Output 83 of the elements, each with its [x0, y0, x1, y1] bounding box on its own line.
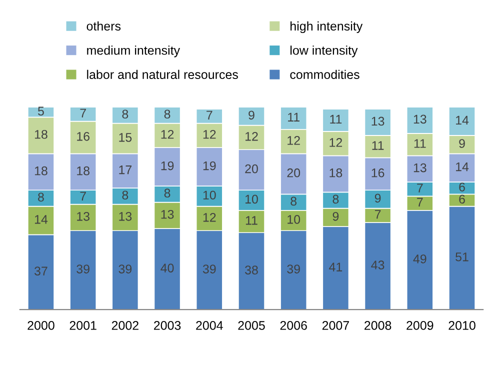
legend-label: commodities [290, 70, 360, 80]
legend-label: labor and natural resources [87, 70, 238, 80]
x-tick-label: 2005 [238, 321, 265, 330]
data-label: 41 [329, 262, 342, 272]
data-label: 10 [203, 190, 216, 200]
x-tick-label: 2006 [280, 321, 307, 330]
data-label: 13 [161, 210, 174, 219]
data-label: 9 [248, 110, 254, 120]
data-label: 7 [80, 192, 86, 200]
data-label: 16 [372, 168, 384, 178]
data-label: 16 [77, 132, 90, 141]
data-label: 12 [245, 132, 258, 141]
data-label: 12 [203, 130, 216, 139]
data-label: 17 [119, 166, 132, 174]
data-label: 10 [245, 194, 258, 204]
data-label: 39 [287, 264, 300, 274]
data-label: 51 [456, 252, 468, 262]
data-label: 11 [414, 139, 426, 148]
x-tick-label: 2002 [112, 321, 138, 330]
data-label: 40 [160, 264, 174, 272]
data-label: 19 [161, 161, 174, 170]
data-label: 7 [80, 108, 86, 118]
data-label: 14 [456, 116, 469, 125]
data-label: 18 [77, 166, 90, 176]
x-tick-label: 2001 [70, 321, 96, 330]
data-label: 39 [76, 264, 90, 274]
x-tick-label: 2004 [196, 321, 223, 330]
data-label: 13 [119, 212, 132, 221]
data-label: 14 [34, 215, 48, 224]
data-label: 18 [330, 168, 342, 178]
data-label: 8 [164, 110, 170, 119]
data-label: 8 [164, 188, 170, 198]
x-tick-label: 2010 [448, 321, 476, 330]
data-label: 12 [330, 138, 342, 147]
data-label: 18 [34, 130, 48, 139]
data-label: 12 [288, 136, 300, 145]
data-label: 13 [77, 212, 90, 221]
data-label: 18 [34, 166, 48, 176]
data-label: 6 [459, 182, 465, 192]
x-tick-label: 2000 [28, 321, 54, 330]
data-label: 9 [332, 212, 339, 221]
x-tick-label: 2007 [322, 321, 349, 330]
data-label: 8 [38, 192, 44, 202]
data-label: 11 [246, 216, 258, 225]
data-label: 8 [122, 110, 128, 119]
data-label: 39 [118, 264, 132, 274]
data-label: 5 [38, 106, 44, 116]
data-label: 7 [417, 198, 423, 207]
data-label: 20 [245, 164, 258, 174]
data-label: 6 [459, 194, 465, 204]
legend-label: high intensity [290, 21, 363, 34]
x-tick-label: 2003 [154, 321, 181, 330]
data-label: 14 [456, 162, 469, 172]
x-tick-label: 2009 [406, 321, 434, 330]
data-label: 37 [34, 266, 48, 276]
legend-label: medium intensity [87, 46, 180, 58]
data-label: 11 [330, 114, 342, 124]
data-label: 10 [288, 215, 300, 224]
data-label: 49 [413, 254, 426, 264]
data-label: 38 [245, 266, 258, 274]
data-label: 13 [414, 163, 426, 172]
data-label: 8 [290, 196, 297, 206]
data-label: 9 [374, 194, 381, 203]
data-label: 11 [288, 112, 300, 122]
data-label: 8 [122, 190, 128, 200]
x-tick-label: 2008 [364, 321, 392, 330]
data-label: 19 [203, 161, 216, 170]
legend-label: low intensity [290, 46, 358, 58]
data-label: 13 [414, 114, 426, 124]
data-label: 15 [119, 133, 132, 142]
data-label: 12 [161, 130, 174, 139]
data-label: 9 [459, 139, 465, 148]
data-label: 7 [374, 210, 381, 219]
data-label: 7 [417, 184, 423, 192]
legend-label: others [86, 21, 121, 31]
data-label: 12 [203, 212, 216, 222]
data-label: 39 [202, 264, 216, 274]
data-label: 13 [372, 116, 384, 126]
data-label: 8 [332, 194, 339, 204]
data-label: 7 [206, 110, 212, 120]
data-label: 43 [371, 260, 384, 270]
data-label: 11 [372, 141, 384, 150]
data-label: 20 [287, 168, 300, 178]
